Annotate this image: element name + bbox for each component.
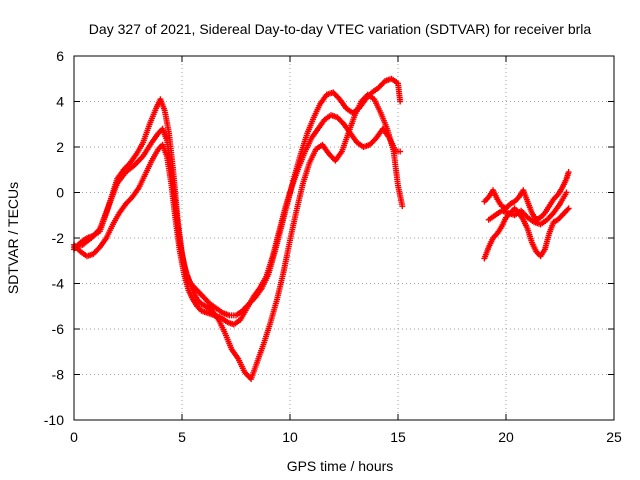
data-point: [399, 203, 406, 210]
y-tick-label: -6: [52, 321, 65, 337]
data-points: [71, 75, 572, 383]
data-series: [71, 112, 404, 328]
y-tick-label: -2: [52, 230, 65, 246]
y-tick-label: 4: [56, 94, 64, 110]
data-series: [485, 189, 570, 228]
y-tick-label: -8: [52, 367, 65, 383]
data-point: [397, 98, 404, 105]
y-tick-label: -10: [44, 412, 64, 428]
data-point: [397, 148, 404, 155]
y-axis-label: SDTVAR / TECUs: [5, 182, 21, 294]
y-tick-label: -4: [52, 276, 65, 292]
chart-title: Day 327 of 2021, Sidereal Day-to-day VTE…: [89, 21, 592, 37]
x-tick-label: 15: [390, 429, 406, 445]
x-tick-label: 25: [606, 429, 622, 445]
data-point: [564, 206, 571, 213]
x-axis-label: GPS time / hours: [287, 458, 394, 474]
axis-ticks: 0 5 10 15 20 25 -10 -8 -6 -4 -2 0 2 4 6: [44, 48, 622, 445]
data-point: [565, 205, 572, 212]
x-tick-label: 5: [178, 429, 186, 445]
data-series: [481, 205, 572, 262]
y-tick-label: 2: [56, 139, 64, 155]
data-series: [71, 75, 404, 319]
y-tick-label: 0: [56, 185, 64, 201]
y-tick-label: 6: [56, 48, 64, 64]
x-tick-label: 10: [282, 429, 298, 445]
x-tick-label: 20: [498, 429, 514, 445]
data-point: [563, 189, 570, 196]
x-tick-label: 0: [70, 429, 78, 445]
data-point: [565, 169, 572, 176]
grid-lines: [74, 56, 614, 420]
data-series: [71, 91, 406, 383]
